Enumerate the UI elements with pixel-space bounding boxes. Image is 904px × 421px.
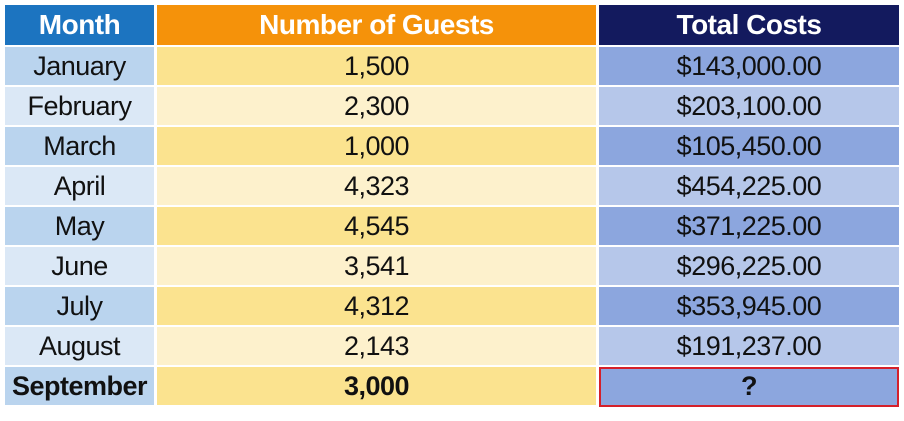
costs-cell[interactable]: $296,225.00 (599, 247, 899, 287)
guests-cell[interactable]: 2,300 (157, 87, 599, 127)
unknown-cost-cell[interactable]: ? (599, 367, 899, 407)
month-cell[interactable]: August (5, 327, 157, 367)
table-row: July 4,312 $353,945.00 (5, 287, 899, 327)
month-cell[interactable]: January (5, 47, 157, 87)
costs-cell[interactable]: $143,000.00 (599, 47, 899, 87)
month-cell[interactable]: September (5, 367, 157, 407)
month-cell[interactable]: July (5, 287, 157, 327)
table-row: August 2,143 $191,237.00 (5, 327, 899, 367)
table-row: January 1,500 $143,000.00 (5, 47, 899, 87)
month-cell[interactable]: June (5, 247, 157, 287)
month-cell[interactable]: March (5, 127, 157, 167)
guests-cell[interactable]: 4,323 (157, 167, 599, 207)
guests-cell[interactable]: 4,312 (157, 287, 599, 327)
guests-column-header: Number of Guests (157, 5, 599, 47)
guest-cost-table: Month Number of Guests Total Costs Janua… (5, 5, 899, 407)
costs-cell[interactable]: $105,450.00 (599, 127, 899, 167)
table-row: May 4,545 $371,225.00 (5, 207, 899, 247)
month-column-header: Month (5, 5, 157, 47)
guests-cell[interactable]: 1,000 (157, 127, 599, 167)
table-row: April 4,323 $454,225.00 (5, 167, 899, 207)
costs-cell[interactable]: $454,225.00 (599, 167, 899, 207)
costs-cell[interactable]: $191,237.00 (599, 327, 899, 367)
month-cell[interactable]: February (5, 87, 157, 127)
table-row-september: September 3,000 ? (5, 367, 899, 407)
costs-cell[interactable]: $353,945.00 (599, 287, 899, 327)
guests-cell[interactable]: 4,545 (157, 207, 599, 247)
costs-cell[interactable]: $371,225.00 (599, 207, 899, 247)
table-row: March 1,000 $105,450.00 (5, 127, 899, 167)
month-cell[interactable]: April (5, 167, 157, 207)
table-header-row: Month Number of Guests Total Costs (5, 5, 899, 47)
costs-cell[interactable]: $203,100.00 (599, 87, 899, 127)
guests-cell[interactable]: 3,541 (157, 247, 599, 287)
month-cell[interactable]: May (5, 207, 157, 247)
costs-column-header: Total Costs (599, 5, 899, 47)
table-row: June 3,541 $296,225.00 (5, 247, 899, 287)
guests-cell[interactable]: 2,143 (157, 327, 599, 367)
guests-cell[interactable]: 3,000 (157, 367, 599, 407)
guests-cell[interactable]: 1,500 (157, 47, 599, 87)
table-row: February 2,300 $203,100.00 (5, 87, 899, 127)
